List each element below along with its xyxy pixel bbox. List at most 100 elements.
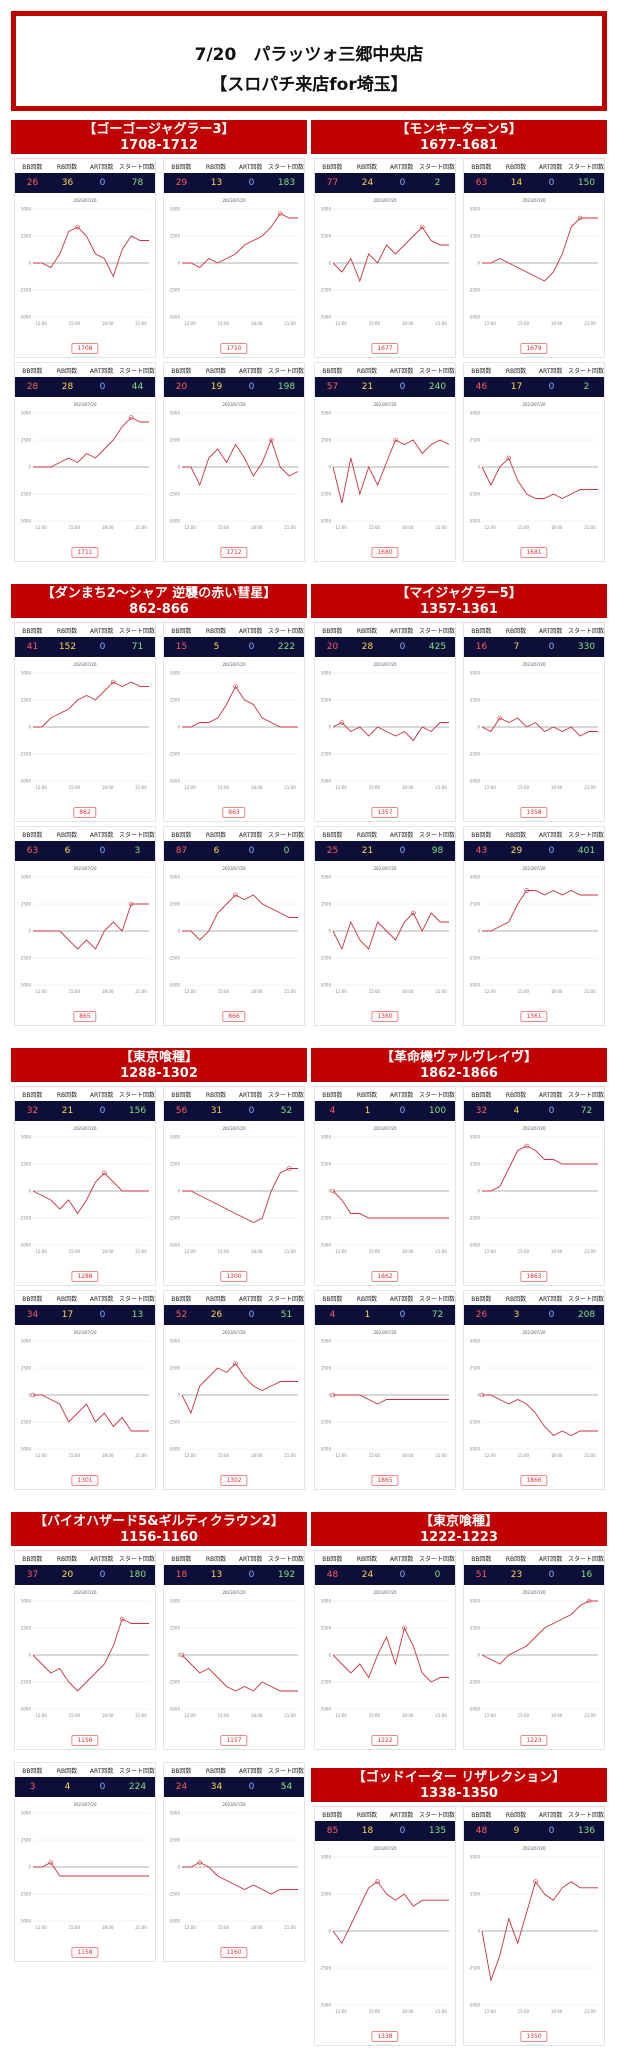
machine-card[interactable]: BB回数 RB回数 ART回数 スタート回数 32 4 0 72 2023/07/20 5000 2…	[463, 1086, 605, 1286]
x-tick-label: 21:00	[284, 321, 296, 326]
machine-number: 1222	[371, 1735, 399, 1746]
machine-number: 866	[222, 1011, 246, 1022]
payout-line	[33, 226, 149, 278]
max-point-marker	[233, 1361, 238, 1366]
machine-card[interactable]: BB回数 RB回数 ART回数 スタート回数 48 9 0 136 2023/07/20 5000…	[463, 1806, 605, 2046]
counter-values: 3 4 0 224	[15, 1777, 155, 1797]
machine-number: 1681	[520, 547, 548, 558]
counter-labels: BB回数 RB回数 ART回数 スタート回数	[464, 1807, 604, 1821]
slump-graph: 2023/07/20 5000 2500 0 -2500 -5000 12:00 15:00 1…	[168, 198, 298, 326]
machine-card[interactable]: BB回数 RB回数 ART回数 スタート回数 48 24 0 0 2023/07/20 5000 2…	[314, 1550, 456, 1750]
x-tick-label: 21:00	[284, 1453, 296, 1458]
y-tick-label: 5000	[470, 207, 481, 212]
rb-label: RB回数	[356, 1295, 378, 1303]
machine-card[interactable]: BB回数 RB回数 ART回数 スタート回数 4 1 0 72 2023/07/20 5000 25…	[314, 1290, 456, 1490]
y-tick-label: -2500	[19, 1680, 31, 1685]
machine-card[interactable]: BB回数 RB回数 ART回数 スタート回数 63 6 0 3 2023/07/20 5000 25…	[14, 826, 156, 1026]
rb-count: 26	[210, 1310, 223, 1320]
slump-graph: 2023/07/20 5000 2500 0 -2500 -5000 12:00 15:00 1…	[468, 1590, 598, 1718]
machine-card[interactable]: BB回数 RB回数 ART回数 スタート回数 43 29 0 401 2023/07/20 500…	[463, 826, 605, 1026]
machine-card[interactable]: BB回数 RB回数 ART回数 スタート回数 24 34 0 54 2023/07/20 5000…	[163, 1762, 305, 1962]
machine-card[interactable]: BB回数 RB回数 ART回数 スタート回数 51 23 0 16 2023/07/20 5000…	[463, 1550, 605, 1750]
machine-card[interactable]: BB回数 RB回数 ART回数 スタート回数 15 5 0 222 2023/07/20 5000…	[163, 622, 305, 822]
start-count: 13	[131, 1310, 144, 1320]
rb-count: 4	[64, 1782, 71, 1792]
x-tick-label: 15:00	[69, 989, 81, 994]
graph-date: 2023/07/20	[73, 866, 97, 871]
x-tick-label: 21:00	[435, 1249, 447, 1254]
counter-values: 63 14 0 150	[464, 173, 604, 193]
machine-card[interactable]: BB回数 RB回数 ART回数 スタート回数 20 19 0 198 2023/07/20 500…	[163, 362, 305, 562]
machine-card[interactable]: BB回数 RB回数 ART回数 スタート回数 29 13 0 183 2023/07/20 500…	[163, 158, 305, 358]
machine-card[interactable]: BB回数 RB回数 ART回数 スタート回数 20 28 0 425 2023/07/20 500…	[314, 622, 456, 822]
start-label: スタート回数	[118, 1295, 155, 1303]
rb-count: 20	[61, 1570, 74, 1580]
x-tick-label: 12:00	[484, 2009, 496, 2014]
y-tick-label: 2500	[21, 1626, 32, 1631]
y-tick-label: 0	[328, 929, 331, 934]
start-label: スタート回数	[418, 163, 455, 171]
x-tick-label: 21:00	[135, 1713, 147, 1718]
machine-card[interactable]: BB回数 RB回数 ART回数 スタート回数 25 21 0 98 2023/07/20 5000…	[314, 826, 456, 1026]
machine-card[interactable]: BB回数 RB回数 ART回数 スタート回数 32 21 0 156 2023/07/20 500…	[14, 1086, 156, 1286]
x-tick-label: 12:00	[184, 321, 196, 326]
payout-line	[33, 1394, 149, 1432]
start-label: スタート回数	[118, 1091, 155, 1099]
max-point-marker	[577, 215, 583, 221]
rb-label: RB回数	[205, 1295, 227, 1303]
bb-label: BB回数	[471, 1091, 492, 1099]
start-label: スタート回数	[567, 1811, 604, 1819]
y-tick-label: -2500	[468, 752, 480, 757]
y-tick-label: 0	[28, 1653, 31, 1658]
art-label: ART回数	[238, 831, 263, 839]
machine-card[interactable]: BB回数 RB回数 ART回数 スタート回数 41 152 0 71 2023/07/20 500…	[14, 622, 156, 822]
machine-card[interactable]: BB回数 RB回数 ART回数 スタート回数 26 3 0 208 2023/07/20 5000…	[463, 1290, 605, 1490]
bb-label: BB回数	[171, 627, 192, 635]
machine-card[interactable]: BB回数 RB回数 ART回数 スタート回数 4 1 0 100 2023/07/20 5000 2…	[314, 1086, 456, 1286]
art-count: 0	[99, 846, 106, 856]
machine-card[interactable]: BB回数 RB回数 ART回数 スタート回数 63 14 0 150 2023/07/20 500…	[463, 158, 605, 358]
counter-labels: BB回数 RB回数 ART回数 スタート回数	[15, 159, 155, 173]
machine-card[interactable]: BB回数 RB回数 ART回数 スタート回数 34 17 0 13 2023/07/20 5000…	[14, 1290, 156, 1490]
x-tick-label: 18:00	[402, 989, 414, 994]
machine-card[interactable]: BB回数 RB回数 ART回数 スタート回数 3 4 0 224 2023/07/20 5000 2…	[14, 1762, 156, 1962]
machine-number: 1361	[520, 1011, 548, 1022]
counter-values: 26 3 0 208	[464, 1305, 604, 1325]
machine-card[interactable]: BB回数 RB回数 ART回数 スタート回数 87 6 0 0 2023/07/20 5000 25…	[163, 826, 305, 1026]
machine-card[interactable]: BB回数 RB回数 ART回数 スタート回数 52 26 0 51 2023/07/20 5000…	[163, 1290, 305, 1490]
y-tick-label: 0	[28, 1189, 31, 1194]
art-label: ART回数	[389, 1295, 414, 1303]
start-label: スタート回数	[118, 831, 155, 839]
payout-line	[33, 1861, 149, 1877]
machine-number-row: 865	[15, 1007, 155, 1027]
counter-labels: BB回数 RB回数 ART回数 スタート回数	[164, 1551, 304, 1565]
y-tick-label: 2500	[321, 698, 332, 703]
machine-card[interactable]: BB回数 RB回数 ART回数 スタート回数 57 21 0 240 2023/07/20 500…	[314, 362, 456, 562]
graph-date: 2023/07/20	[73, 198, 97, 203]
machine-card[interactable]: BB回数 RB回数 ART回数 スタート回数 85 18 0 135 2023/07/20 500…	[314, 1806, 456, 2046]
y-tick-label: 0	[177, 1189, 180, 1194]
machine-number-row: 1358	[464, 803, 604, 823]
bb-label: BB回数	[322, 1811, 343, 1819]
machine-card[interactable]: BB回数 RB回数 ART回数 スタート回数 46 17 0 2 2023/07/20 5000 2…	[463, 362, 605, 562]
bb-count: 48	[475, 1826, 488, 1836]
machine-card[interactable]: BB回数 RB回数 ART回数 スタート回数 18 13 0 192 2023/07/20 500…	[163, 1550, 305, 1750]
art-count: 0	[248, 642, 255, 652]
machine-card[interactable]: BB回数 RB回数 ART回数 スタート回数 28 28 0 44 2023/07/20 5000…	[14, 362, 156, 562]
slump-graph: 2023/07/20 5000 2500 0 -2500 -5000 12:00 15:00 1…	[468, 402, 598, 530]
start-count: 0	[283, 846, 290, 856]
machine-card[interactable]: BB回数 RB回数 ART回数 スタート回数 77 24 0 2 2023/07/20 5000 2…	[314, 158, 456, 358]
art-count: 0	[399, 178, 406, 188]
rb-label: RB回数	[356, 1091, 378, 1099]
y-tick-label: 5000	[21, 671, 32, 676]
machine-card[interactable]: BB回数 RB回数 ART回数 スタート回数 16 7 0 330 2023/07/20 5000…	[463, 622, 605, 822]
machine-card[interactable]: BB回数 RB回数 ART回数 スタート回数 37 20 0 180 2023/07/20 500…	[14, 1550, 156, 1750]
machine-card[interactable]: BB回数 RB回数 ART回数 スタート回数 26 36 0 78 2023/07/20 5000…	[14, 158, 156, 358]
graph-date: 2023/07/20	[73, 402, 97, 407]
y-tick-label: -2500	[468, 1216, 480, 1221]
start-label: スタート回数	[118, 163, 155, 171]
y-tick-label: 2500	[321, 1626, 332, 1631]
machine-card[interactable]: BB回数 RB回数 ART回数 スタート回数 56 31 0 52 2023/07/20 5000…	[163, 1086, 305, 1286]
machine-number: 862	[73, 807, 97, 818]
rb-label: RB回数	[56, 831, 78, 839]
